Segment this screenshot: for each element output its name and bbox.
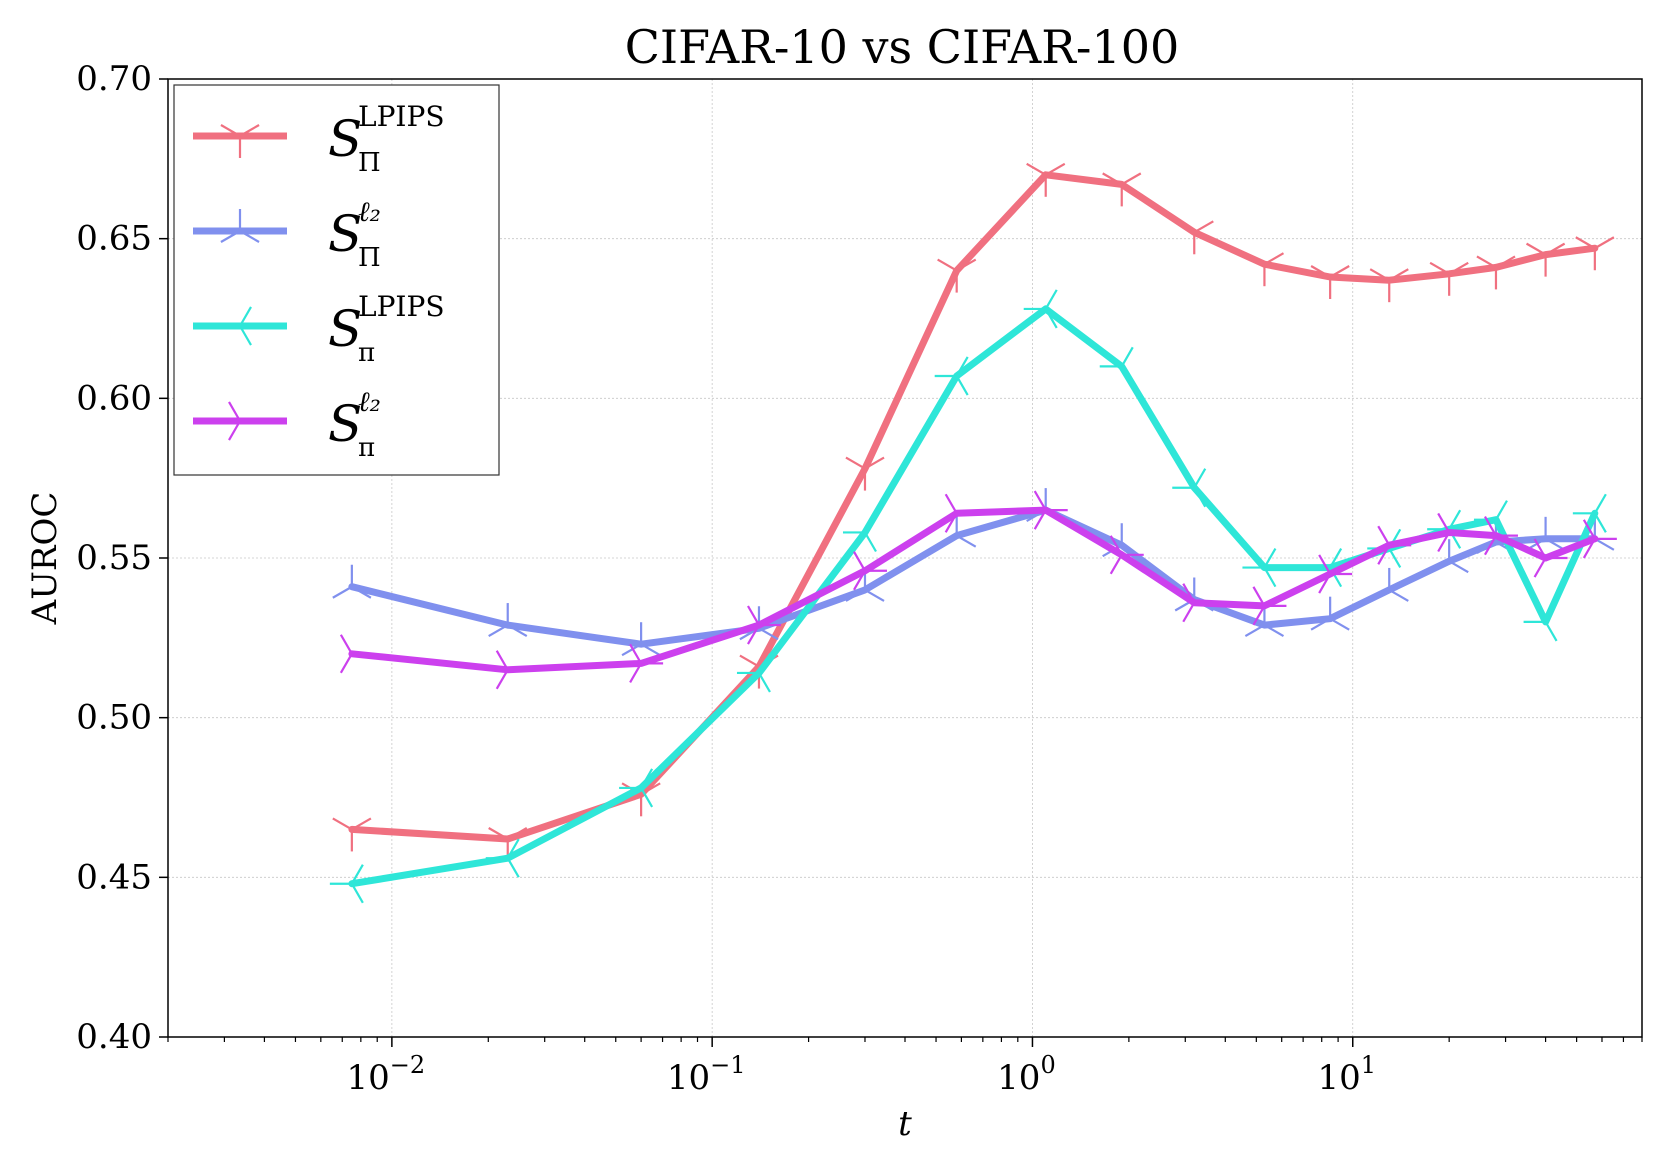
x-tick-base: 10	[667, 1058, 710, 1098]
data-point-marker	[944, 493, 979, 533]
legend-subscript: π	[358, 338, 375, 368]
legend-entry-3: Sπ LPIPS	[193, 290, 445, 368]
x-tick-exponent: −1	[710, 1051, 745, 1079]
series-3	[329, 289, 1607, 904]
legend-symbol: S	[328, 300, 362, 358]
series-line	[348, 506, 1599, 648]
data-point-marker	[228, 401, 262, 441]
y-tick-label: 0.45	[76, 857, 152, 897]
data-point-marker	[1369, 268, 1409, 303]
data-point-marker	[629, 643, 664, 683]
legend-superscript: ℓ₂	[358, 385, 381, 418]
data-point-marker	[218, 306, 252, 346]
data-point-marker	[1172, 468, 1207, 508]
data-point-marker	[1533, 538, 1568, 578]
legend-symbol: S	[328, 205, 362, 263]
data-point-marker	[220, 124, 260, 158]
data-point-marker	[937, 258, 977, 293]
data-point-marker	[332, 817, 372, 852]
data-point-marker	[1525, 242, 1566, 277]
data-point-marker	[329, 864, 364, 904]
series-4	[339, 490, 1617, 690]
data-point-marker	[1582, 519, 1617, 559]
data-point-marker	[1099, 346, 1134, 387]
data-point-marker	[1242, 547, 1277, 588]
data-point-marker	[1318, 554, 1353, 594]
x-tick-label: 10−1	[667, 1051, 746, 1098]
data-point-marker	[1023, 289, 1058, 329]
data-point-marker	[1310, 596, 1350, 631]
data-point-marker	[1369, 567, 1409, 602]
legend-symbol: S	[328, 395, 362, 453]
data-point-marker	[1102, 172, 1142, 207]
data-point-marker	[1377, 525, 1412, 565]
data-point-marker	[736, 653, 771, 693]
data-point-marker	[1476, 255, 1516, 290]
y-axis-label: AUROC	[25, 492, 65, 626]
data-point-marker	[1310, 265, 1350, 299]
data-point-marker	[1244, 252, 1285, 287]
data-point-marker	[485, 838, 520, 878]
legend-symbol: S	[328, 110, 362, 168]
x-tick-base: 10	[997, 1058, 1040, 1098]
chart-title: CIFAR-10 vs CIFAR-100	[625, 20, 1180, 74]
legend-subscript: π	[358, 433, 375, 463]
legend-subscript: Π	[358, 243, 381, 273]
y-tick-label: 0.40	[76, 1017, 152, 1057]
x-tick-base: 10	[1317, 1058, 1360, 1098]
x-tick-label: 101	[1317, 1051, 1376, 1098]
data-point-marker	[853, 551, 887, 591]
data-point-marker	[621, 622, 661, 657]
data-point-marker	[747, 605, 781, 645]
data-point-marker	[1252, 586, 1287, 626]
data-point-marker	[1033, 490, 1068, 530]
legend-superscript: ℓ₂	[358, 195, 381, 228]
data-point-marker	[1523, 602, 1558, 642]
data-point-marker	[1484, 516, 1518, 556]
data-point-marker	[1109, 535, 1144, 575]
data-point-marker	[1437, 512, 1472, 553]
legend-entry-1: SΠ LPIPS	[193, 100, 445, 178]
x-tick-exponent: 1	[1361, 1051, 1376, 1079]
legend-entry-4: Sπ ℓ₂	[193, 385, 381, 463]
data-point-marker	[842, 512, 877, 553]
data-point-marker	[495, 650, 530, 690]
data-point-marker	[934, 356, 969, 396]
x-tick-exponent: 0	[1040, 1051, 1055, 1079]
data-point-marker	[1026, 162, 1066, 197]
series-lines	[329, 162, 1617, 904]
legend-subscript: Π	[358, 148, 381, 178]
legend-superscript: LPIPS	[358, 290, 445, 323]
x-axis-label: t	[898, 1104, 912, 1144]
x-tick-label: 10−2	[347, 1051, 426, 1098]
y-tick-label: 0.70	[76, 59, 152, 99]
data-point-marker	[1572, 493, 1607, 533]
y-tick-label: 0.65	[76, 219, 152, 259]
data-point-marker	[845, 456, 885, 491]
x-tick-exponent: −2	[390, 1051, 425, 1079]
x-tick-label: 100	[997, 1051, 1056, 1098]
data-point-marker	[1429, 261, 1469, 296]
series-line	[348, 506, 1599, 674]
series-line	[348, 305, 1599, 888]
data-point-marker	[332, 564, 372, 599]
y-tick-label: 0.55	[76, 538, 152, 578]
legend-box	[173, 84, 500, 476]
y-tick-label: 0.50	[76, 698, 152, 738]
legend-superscript: LPIPS	[358, 100, 445, 133]
data-point-marker	[488, 603, 528, 638]
data-point-marker	[1575, 236, 1615, 271]
y-tick-label: 0.60	[76, 378, 152, 418]
data-point-marker	[1182, 583, 1217, 623]
data-point-marker	[619, 768, 654, 808]
data-point-marker	[339, 634, 374, 674]
data-point-marker	[220, 209, 260, 243]
data-point-marker	[1429, 539, 1469, 574]
data-point-marker	[1174, 220, 1214, 255]
x-tick-base: 10	[347, 1058, 390, 1098]
